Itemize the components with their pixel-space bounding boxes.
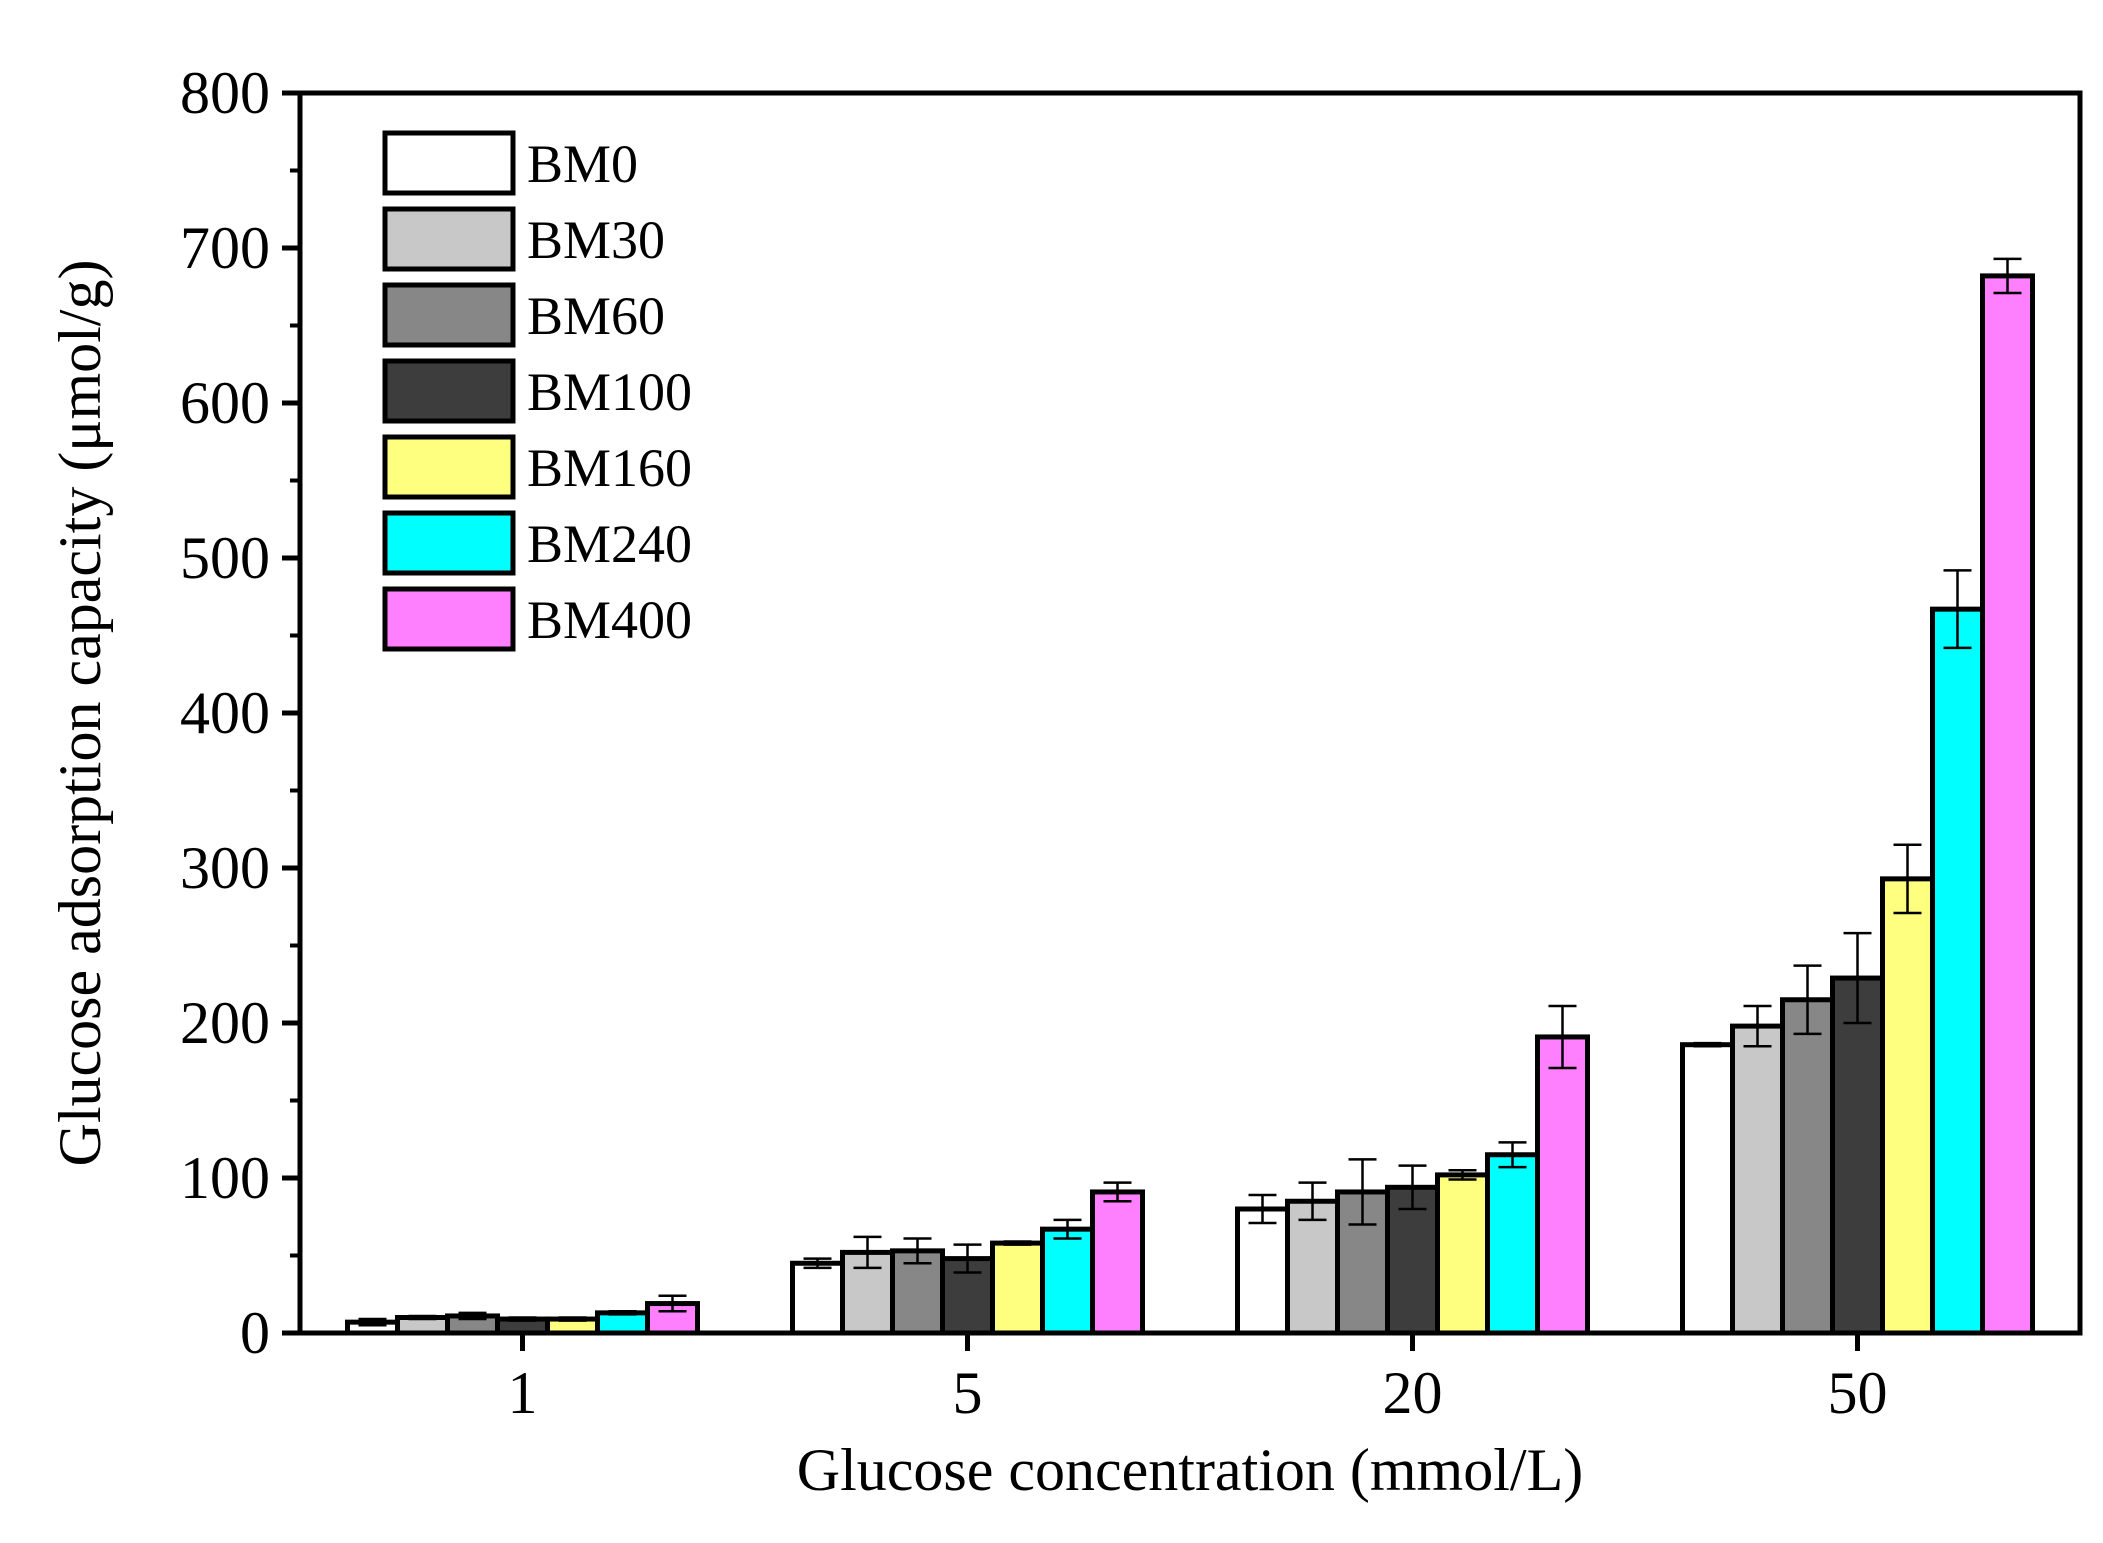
error-bar-BM100-50 <box>1843 931 1872 1025</box>
legend-label: BM400 <box>527 590 692 650</box>
error-bar-BM30-5 <box>853 1235 882 1270</box>
legend-swatch <box>382 434 516 500</box>
x-axis-title: Glucose concentration (mmol/L) <box>797 1437 1583 1503</box>
error-bar-BM400-20 <box>1548 1004 1577 1070</box>
bar-BM0-50 <box>1680 1042 1735 1336</box>
error-bar-BM400-1 <box>658 1294 687 1313</box>
x-tick-label: 50 <box>1828 1360 1888 1426</box>
y-tick-label: 200 <box>180 990 270 1056</box>
error-bar-BM100-20 <box>1398 1164 1427 1211</box>
error-bar-BM60-20 <box>1348 1158 1377 1226</box>
error-bar-BM30-50 <box>1743 1004 1772 1048</box>
error-bar-BM240-50 <box>1943 569 1972 650</box>
error-bar-BM240-20 <box>1498 1141 1527 1169</box>
y-tick-label: 700 <box>180 215 270 281</box>
error-bar-BM100-5 <box>953 1243 982 1274</box>
bar-BM240-50 <box>1930 606 1985 1336</box>
y-axis-title: Glucose adsorption capacity (μmol/g) <box>47 260 113 1167</box>
legend-swatch <box>382 130 516 196</box>
y-tick-label: 0 <box>240 1300 270 1366</box>
legend-item-BM160: BM160 <box>382 434 692 500</box>
legend-swatch <box>382 510 516 576</box>
bar-BM400-20 <box>1535 1034 1590 1336</box>
legend-swatch <box>382 586 516 652</box>
y-tick-label: 800 <box>180 60 270 126</box>
error-bar-BM160-20 <box>1448 1169 1477 1181</box>
legend-swatch <box>382 282 516 348</box>
error-bar-BM30-1 <box>408 1314 437 1321</box>
error-bar-BM100-1 <box>508 1316 537 1322</box>
legend-item-BM240: BM240 <box>382 510 692 576</box>
bar-BM400-50 <box>1980 273 2035 1336</box>
legend-item-BM400: BM400 <box>382 586 692 652</box>
error-bar-BM60-5 <box>903 1237 932 1265</box>
legend-label: BM30 <box>527 210 665 270</box>
legend-label: BM160 <box>527 438 692 498</box>
bar-BM160-5 <box>990 1240 1045 1336</box>
error-bar-BM60-50 <box>1793 964 1822 1036</box>
legend-item-BM30: BM30 <box>382 206 665 272</box>
error-bar-BM60-1 <box>458 1311 487 1321</box>
bar-BM240-5 <box>1040 1226 1095 1336</box>
legend-item-BM0: BM0 <box>382 130 638 196</box>
bar-BM30-50 <box>1730 1023 1785 1336</box>
error-bar-BM160-50 <box>1893 843 1922 915</box>
legend-swatch <box>382 206 516 272</box>
error-bar-BM0-1 <box>358 1317 387 1327</box>
error-bar-BM240-1 <box>608 1310 637 1316</box>
error-bars-layer <box>358 257 2022 1327</box>
bar-BM0-5 <box>790 1260 845 1336</box>
legend-item-BM60: BM60 <box>382 282 665 348</box>
y-tick-label: 300 <box>180 835 270 901</box>
legend-swatch <box>382 358 516 424</box>
bar-BM240-20 <box>1485 1152 1540 1336</box>
y-tick-label: 400 <box>180 680 270 746</box>
bar-BM0-20 <box>1235 1206 1290 1336</box>
legend-label: BM100 <box>527 362 692 422</box>
y-tick-label: 600 <box>180 370 270 436</box>
bar-BM400-5 <box>1090 1189 1145 1336</box>
x-tick-label: 5 <box>953 1360 983 1426</box>
error-bar-BM0-5 <box>803 1257 832 1270</box>
legend: BM0 BM30 BM60 BM100 BM160 BM240 BM400 <box>382 130 692 652</box>
bar-BM60-50 <box>1780 997 1835 1336</box>
x-tick-label: 1 <box>508 1360 538 1426</box>
error-bar-BM160-5 <box>1003 1240 1032 1246</box>
bar-BM240-1 <box>595 1310 650 1336</box>
y-tick-label: 100 <box>180 1145 270 1211</box>
y-tick-label: 500 <box>180 525 270 591</box>
bar-BM100-50 <box>1830 975 1885 1336</box>
error-bar-BM400-5 <box>1103 1181 1132 1203</box>
error-bar-BM240-5 <box>1053 1218 1082 1240</box>
error-bar-BM30-20 <box>1298 1181 1327 1222</box>
legend-label: BM240 <box>527 514 692 574</box>
error-bar-BM160-1 <box>558 1316 587 1322</box>
bars-layer <box>345 273 2035 1336</box>
bar-BM160-50 <box>1880 876 1935 1336</box>
bar-BM160-20 <box>1435 1172 1490 1336</box>
legend-item-BM100: BM100 <box>382 358 692 424</box>
x-tick-label: 20 <box>1383 1360 1443 1426</box>
error-bar-BM0-50 <box>1693 1041 1722 1048</box>
error-bar-BM400-50 <box>1993 257 2022 295</box>
legend-label: BM0 <box>527 134 638 194</box>
error-bar-BM0-20 <box>1248 1193 1277 1225</box>
legend-label: BM60 <box>527 286 665 346</box>
